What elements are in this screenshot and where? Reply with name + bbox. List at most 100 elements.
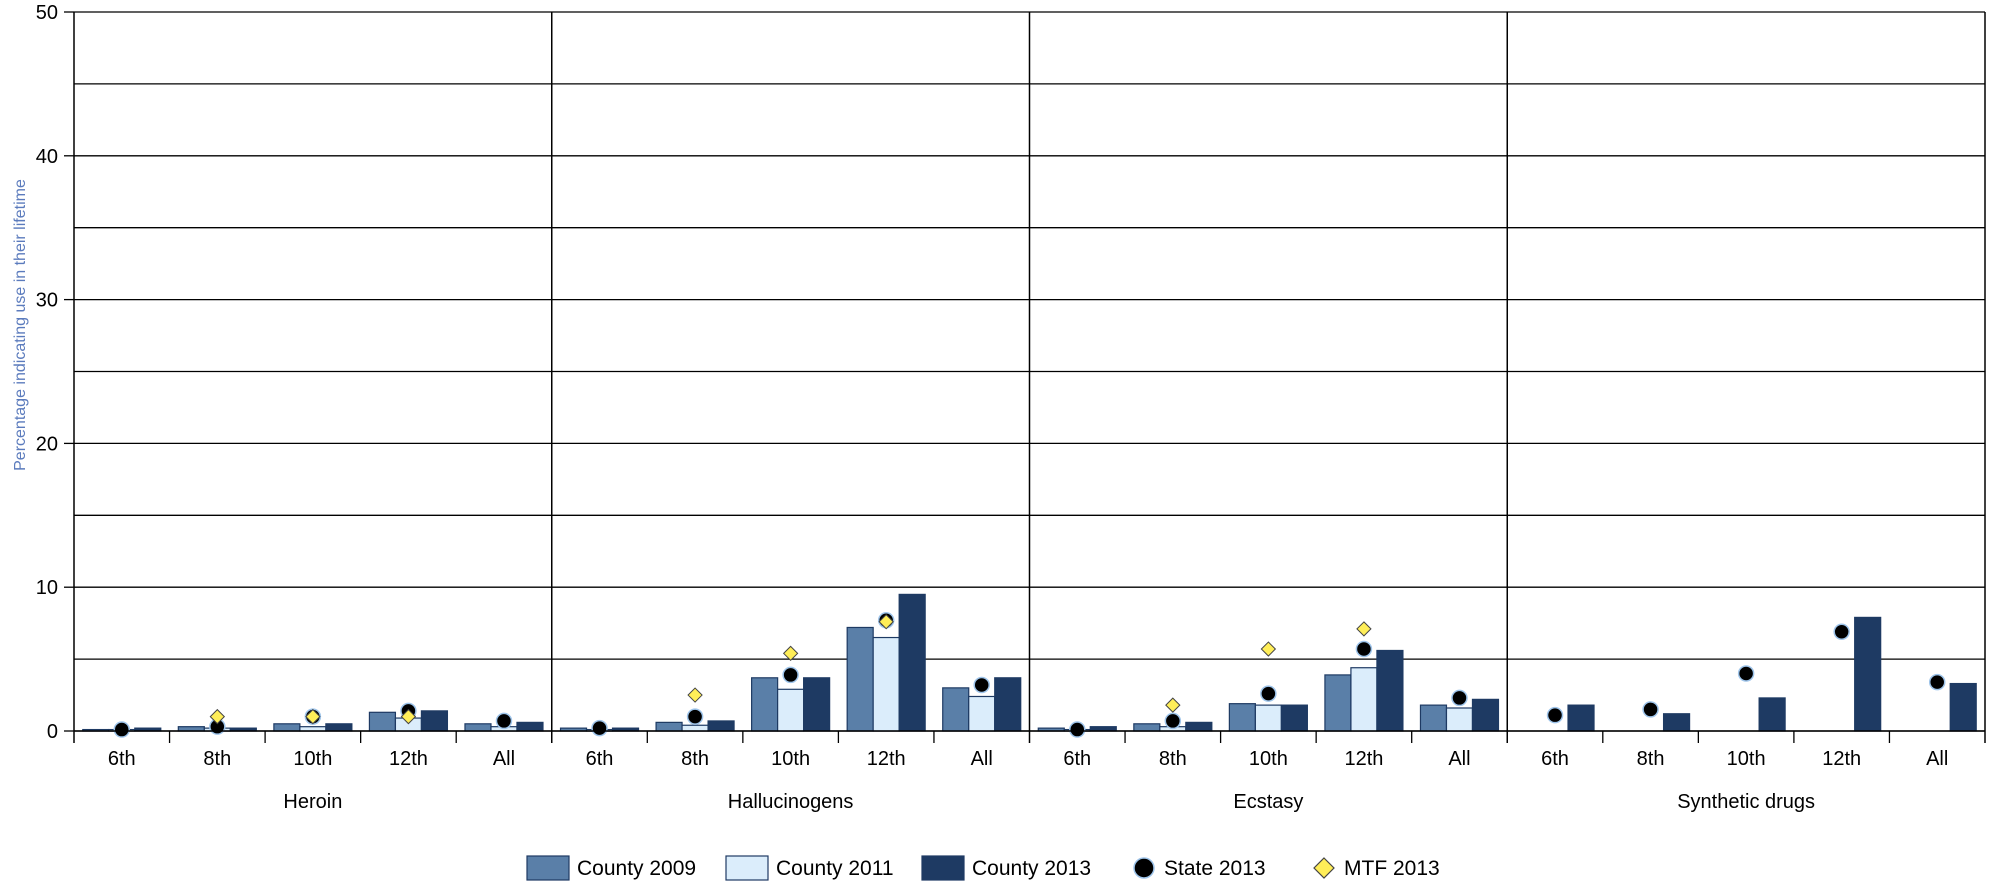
x-tick-label: 6th — [1063, 748, 1091, 770]
bar-county-2013 — [1567, 704, 1595, 732]
bar-county-2009 — [273, 723, 301, 732]
x-tick-label: All — [1926, 748, 1948, 770]
bar-county-2013 — [420, 710, 449, 732]
legend-label-mtf-2013: MTF 2013 — [1344, 857, 1440, 880]
marker-state-2013 — [1069, 721, 1086, 738]
x-tick-label: 6th — [586, 748, 614, 770]
bar-county-2013 — [803, 677, 831, 732]
marker-state-2013 — [1833, 623, 1850, 641]
marker-state-2013 — [1451, 689, 1468, 707]
y-tick-label: 0 — [47, 721, 58, 743]
y-tick-label: 50 — [36, 2, 58, 24]
bar-county-2011 — [1445, 707, 1474, 732]
bar-county-2009 — [464, 723, 492, 732]
marker-mtf-2013 — [878, 614, 894, 630]
legend-label-state-2013: State 2013 — [1164, 857, 1266, 880]
legend-swatch-mtf-2013 — [1313, 857, 1335, 879]
x-tick-label: 8th — [1159, 748, 1187, 770]
bar-county-2013 — [994, 677, 1022, 732]
bar-county-2009 — [655, 721, 683, 732]
bar-county-2013 — [1280, 704, 1308, 732]
bar-county-2013 — [516, 721, 544, 732]
y-axis-label: Percentage indicating use in their lifet… — [12, 179, 29, 471]
legend: County 2009 County 2011 County 2013 State 2… — [526, 855, 1440, 881]
bar-county-2011 — [777, 688, 805, 732]
marker-mtf-2013 — [782, 645, 799, 662]
legend-swatch-county-2013 — [921, 855, 965, 881]
x-tick-label: 12th — [1344, 748, 1383, 770]
marker-state-2013 — [591, 719, 608, 737]
bar-county-2013 — [325, 723, 353, 732]
x-tick-label: 6th — [1541, 748, 1569, 770]
bar-county-2011 — [1350, 667, 1378, 732]
bar-county-2009 — [846, 626, 874, 732]
legend-swatch-county-2011 — [725, 855, 769, 881]
x-tick-label: 10th — [771, 748, 810, 770]
x-tick-label: 8th — [681, 748, 709, 770]
marker-state-2013 — [686, 708, 704, 725]
x-tick-label: 12th — [867, 748, 906, 770]
bar-county-2011 — [872, 636, 900, 732]
marker-mtf-2013 — [1165, 697, 1181, 713]
legend-label-county-2009: County 2009 — [577, 857, 696, 880]
group-label: Ecstasy — [1233, 791, 1303, 813]
group-label: Synthetic drugs — [1677, 791, 1815, 813]
bar-county-2013 — [1949, 682, 1977, 732]
marker-state-2013 — [1642, 701, 1659, 718]
y-tick-label: 30 — [36, 290, 58, 312]
marker-mtf-2013 — [687, 687, 703, 703]
marker-mtf-2013 — [209, 708, 226, 725]
x-tick-label: All — [971, 748, 993, 770]
bar-county-2013 — [1185, 721, 1213, 732]
bar-county-2011 — [681, 724, 709, 732]
bar-county-2011 — [968, 695, 996, 732]
legend-swatch-county-2009 — [526, 855, 570, 881]
bar-county-2009 — [942, 687, 970, 732]
bar-county-2009 — [1324, 674, 1352, 732]
bar-county-2009 — [1228, 703, 1256, 732]
marker-state-2013 — [1164, 712, 1182, 730]
bar-county-2013 — [707, 720, 735, 732]
marker-state-2013 — [1928, 673, 1946, 691]
marker-mtf-2013 — [1260, 641, 1277, 657]
bar-county-2009 — [1419, 704, 1448, 732]
bars — [82, 593, 1977, 732]
y-tick-label: 10 — [36, 577, 58, 599]
group-label: Heroin — [283, 791, 342, 813]
x-tick-label: 12th — [389, 748, 428, 770]
group-label: Hallucinogens — [728, 791, 854, 813]
bar-county-2011 — [1254, 704, 1282, 732]
bar-county-2009 — [751, 677, 779, 732]
marker-mtf-2013 — [1356, 621, 1372, 637]
x-tick-label: 10th — [1249, 748, 1288, 770]
tick-labels: 0 10 20 30 40 50 6th 8th 10th 12th All Heroin 6th 8th… — [36, 2, 1949, 813]
legend-label-county-2013: County 2013 — [972, 857, 1091, 880]
x-tick-label: 10th — [293, 748, 332, 770]
x-tick-label: All — [493, 748, 515, 770]
marker-state-2013 — [113, 721, 131, 738]
marker-state-2013 — [1355, 640, 1373, 658]
x-tick-label: 6th — [108, 748, 136, 770]
bar-county-2013 — [898, 593, 926, 732]
marker-state-2013 — [1260, 685, 1277, 702]
bar-county-2009 — [1133, 723, 1161, 732]
marker-mtf-2013 — [400, 708, 417, 725]
x-tick-label: 12th — [1822, 748, 1861, 770]
axes — [64, 11, 1986, 743]
bar-county-2009 — [368, 711, 397, 732]
legend-swatch-state-2013 — [1133, 857, 1155, 879]
x-tick-label: 8th — [203, 748, 231, 770]
marker-mtf-2013 — [305, 708, 321, 725]
bar-county-2013 — [1758, 697, 1786, 732]
x-tick-label: 10th — [1727, 748, 1766, 770]
x-tick-label: 8th — [1637, 748, 1665, 770]
y-tick-label: 40 — [36, 146, 58, 168]
marker-state-2013 — [782, 666, 799, 684]
marker-state-2013 — [1546, 706, 1564, 724]
y-tick-label: 20 — [36, 433, 58, 455]
bar-county-2013 — [1471, 698, 1500, 732]
x-tick-label: All — [1448, 748, 1470, 770]
legend-label-county-2011: County 2011 — [776, 857, 894, 880]
bar-county-2013 — [1376, 649, 1404, 732]
